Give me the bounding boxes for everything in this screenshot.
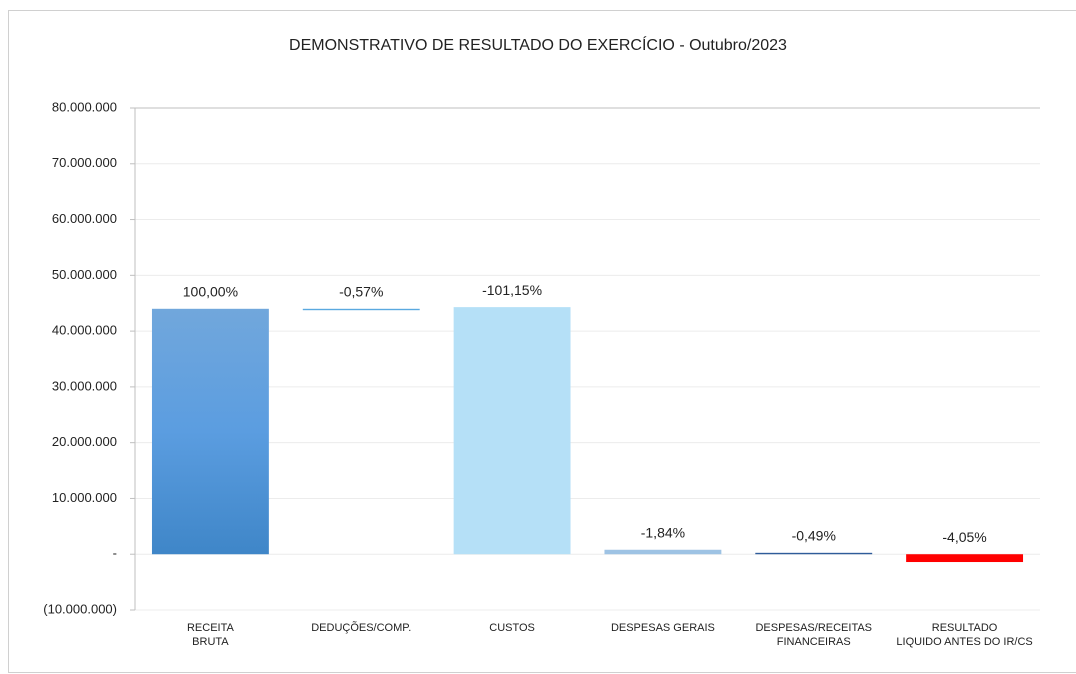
- y-tick-label: -: [113, 546, 117, 561]
- y-tick-label: (10.000.000): [43, 601, 117, 616]
- bar: [453, 307, 571, 555]
- x-tick-label: LIQUIDO ANTES DO IR/CS: [896, 636, 1032, 648]
- x-tick-label: BRUTA: [192, 636, 229, 648]
- y-tick-label: 60.000.000: [52, 211, 117, 226]
- x-tick-label: DESPESAS GERAIS: [611, 622, 715, 634]
- chart-title: DEMONSTRATIVO DE RESULTADO DO EXERCÍCIO …: [289, 35, 787, 54]
- bar: [151, 308, 269, 555]
- bar: [302, 308, 420, 311]
- y-tick-label: 20.000.000: [52, 434, 117, 449]
- y-tick-label: 70.000.000: [52, 155, 117, 170]
- y-tick-label: 10.000.000: [52, 490, 117, 505]
- x-tick-label: RECEITA: [187, 622, 235, 634]
- bar: [755, 552, 873, 555]
- y-tick-label: 50.000.000: [52, 267, 117, 282]
- x-tick-label: DEDUÇÕES/COMP.: [311, 621, 411, 634]
- y-tick-label: 40.000.000: [52, 323, 117, 338]
- data-label: -0,49%: [792, 528, 836, 544]
- x-tick-label: CUSTOS: [489, 622, 535, 634]
- y-tick-label: 80.000.000: [52, 99, 117, 114]
- x-tick-label: FINANCEIRAS: [777, 636, 851, 648]
- data-label: 100,00%: [183, 284, 238, 300]
- data-label: -101,15%: [482, 282, 542, 298]
- data-label: -0,57%: [339, 284, 383, 300]
- y-tick-label: 30.000.000: [52, 378, 117, 393]
- x-tick-label: DESPESAS/RECEITAS: [755, 622, 872, 634]
- bar: [906, 554, 1024, 563]
- x-tick-label: RESULTADO: [932, 622, 998, 634]
- bar: [604, 549, 722, 555]
- data-label: -4,05%: [942, 529, 986, 545]
- data-label: -1,84%: [641, 524, 685, 540]
